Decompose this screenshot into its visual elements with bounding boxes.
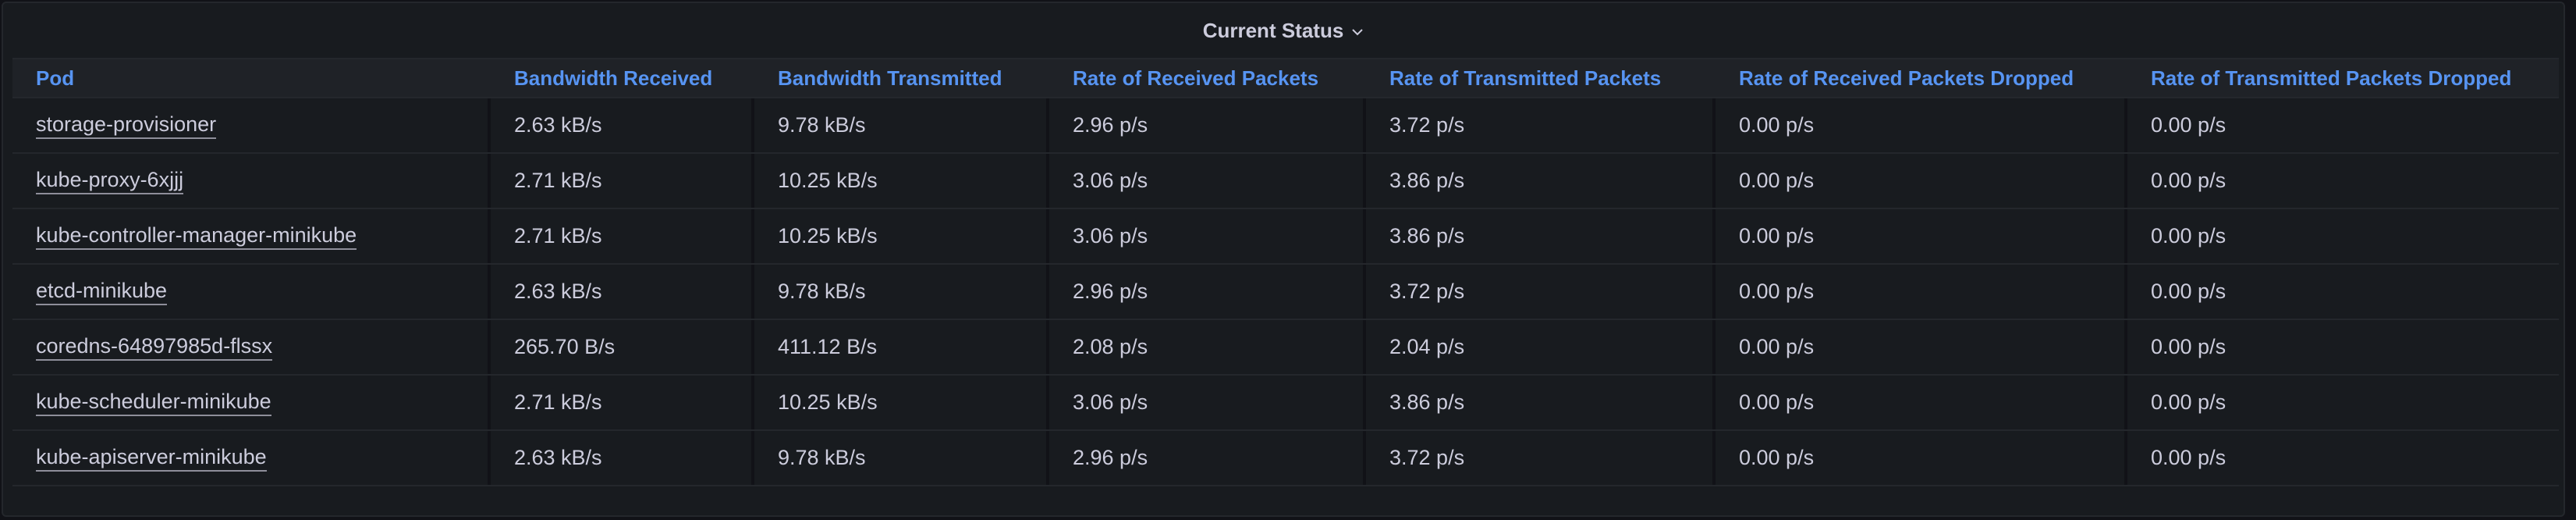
table-row: storage-provisioner 2.63 kB/s 9.78 kB/s … <box>12 98 2559 154</box>
rate-received-dropped-cell: 0.00 p/s <box>1716 431 2127 485</box>
rate-received-packets-cell: 2.08 p/s <box>1049 320 1366 374</box>
pod-link[interactable]: kube-proxy-6xjjj <box>36 168 184 194</box>
panel-header[interactable]: Current Status <box>3 3 2564 58</box>
rate-transmitted-packets-cell: 2.04 p/s <box>1366 320 1716 374</box>
rate-transmitted-dropped-cell: 0.00 p/s <box>2151 169 2227 192</box>
pod-link[interactable]: kube-apiserver-minikube <box>36 445 267 472</box>
rate-transmitted-dropped-cell: 0.00 p/s <box>2151 224 2227 248</box>
rate-received-dropped-cell: 0.00 p/s <box>1716 98 2127 152</box>
pod-link[interactable]: storage-provisioner <box>36 112 217 139</box>
pod-link[interactable]: etcd-minikube <box>36 279 168 305</box>
bandwidth-received-cell: 2.71 kB/s <box>491 209 754 263</box>
rate-transmitted-packets-cell: 3.72 p/s <box>1366 265 1716 319</box>
pod-cell: storage-provisioner <box>12 98 491 152</box>
column-header-rate-transmitted-dropped[interactable]: Rate of Transmitted Packets Dropped <box>2151 66 2512 90</box>
pod-cell: coredns-64897985d-flssx <box>12 320 491 374</box>
rate-transmitted-dropped-cell: 0.00 p/s <box>2151 280 2227 303</box>
table-row: kube-scheduler-minikube 2.71 kB/s 10.25 … <box>12 376 2559 431</box>
pod-cell: kube-apiserver-minikube <box>12 431 491 485</box>
pod-link[interactable]: coredns-64897985d-flssx <box>36 334 273 361</box>
rate-transmitted-dropped-cell: 0.00 p/s <box>2151 390 2227 414</box>
rate-received-dropped-cell: 0.00 p/s <box>1716 376 2127 429</box>
column-header-rate-received-packets[interactable]: Rate of Received Packets <box>1073 66 1319 90</box>
bandwidth-transmitted-cell: 9.78 kB/s <box>754 98 1049 152</box>
bandwidth-received-cell: 2.71 kB/s <box>491 154 754 208</box>
panel-title[interactable]: Current Status <box>1202 18 1344 42</box>
rate-received-dropped-cell: 0.00 p/s <box>1716 265 2127 319</box>
rate-received-packets-cell: 3.06 p/s <box>1049 154 1366 208</box>
rate-received-dropped-cell: 0.00 p/s <box>1716 209 2127 263</box>
column-header-pod[interactable]: Pod <box>36 66 75 90</box>
table-row: kube-proxy-6xjjj 2.71 kB/s 10.25 kB/s 3.… <box>12 154 2559 209</box>
column-header-bandwidth-received[interactable]: Bandwidth Received <box>514 66 713 90</box>
table-header-row: Pod Bandwidth Received Bandwidth Transmi… <box>12 58 2559 98</box>
bandwidth-transmitted-cell: 10.25 kB/s <box>754 154 1049 208</box>
rate-received-packets-cell: 2.96 p/s <box>1049 431 1366 485</box>
bandwidth-transmitted-cell: 9.78 kB/s <box>754 431 1049 485</box>
pod-link[interactable]: kube-controller-manager-minikube <box>36 223 357 250</box>
rate-transmitted-packets-cell: 3.72 p/s <box>1366 98 1716 152</box>
bandwidth-received-cell: 2.63 kB/s <box>491 431 754 485</box>
rate-transmitted-packets-cell: 3.86 p/s <box>1366 154 1716 208</box>
bandwidth-received-cell: 2.63 kB/s <box>491 265 754 319</box>
table-row: kube-controller-manager-minikube 2.71 kB… <box>12 209 2559 265</box>
column-header-bandwidth-transmitted[interactable]: Bandwidth Transmitted <box>778 66 1002 90</box>
column-header-rate-received-dropped[interactable]: Rate of Received Packets Dropped <box>1739 66 2074 90</box>
rate-received-packets-cell: 3.06 p/s <box>1049 376 1366 429</box>
pod-cell: kube-proxy-6xjjj <box>12 154 491 208</box>
bandwidth-transmitted-cell: 10.25 kB/s <box>754 376 1049 429</box>
table-row: kube-apiserver-minikube 2.63 kB/s 9.78 k… <box>12 431 2559 486</box>
rate-transmitted-packets-cell: 3.86 p/s <box>1366 376 1716 429</box>
table-row: coredns-64897985d-flssx 265.70 B/s 411.1… <box>12 320 2559 376</box>
rate-transmitted-dropped-cell: 0.00 p/s <box>2151 335 2227 358</box>
bandwidth-received-cell: 2.63 kB/s <box>491 98 754 152</box>
pod-status-table: Pod Bandwidth Received Bandwidth Transmi… <box>12 58 2559 486</box>
rate-received-dropped-cell: 0.00 p/s <box>1716 320 2127 374</box>
pod-cell: kube-controller-manager-minikube <box>12 209 491 263</box>
rate-received-packets-cell: 2.96 p/s <box>1049 265 1366 319</box>
pod-cell: kube-scheduler-minikube <box>12 376 491 429</box>
bandwidth-transmitted-cell: 411.12 B/s <box>754 320 1049 374</box>
pod-cell: etcd-minikube <box>12 265 491 319</box>
pod-link[interactable]: kube-scheduler-minikube <box>36 390 271 416</box>
rate-transmitted-dropped-cell: 0.00 p/s <box>2151 446 2227 469</box>
rate-transmitted-packets-cell: 3.86 p/s <box>1366 209 1716 263</box>
rate-received-dropped-cell: 0.00 p/s <box>1716 154 2127 208</box>
table-row: etcd-minikube 2.63 kB/s 9.78 kB/s 2.96 p… <box>12 265 2559 320</box>
bandwidth-transmitted-cell: 9.78 kB/s <box>754 265 1049 319</box>
rate-transmitted-dropped-cell: 0.00 p/s <box>2151 113 2227 137</box>
column-header-rate-transmitted-packets[interactable]: Rate of Transmitted Packets <box>1389 66 1662 90</box>
bandwidth-received-cell: 2.71 kB/s <box>491 376 754 429</box>
bandwidth-received-cell: 265.70 B/s <box>491 320 754 374</box>
rate-transmitted-packets-cell: 3.72 p/s <box>1366 431 1716 485</box>
chevron-down-icon[interactable] <box>1351 28 1364 36</box>
bandwidth-transmitted-cell: 10.25 kB/s <box>754 209 1049 263</box>
rate-received-packets-cell: 2.96 p/s <box>1049 98 1366 152</box>
rate-received-packets-cell: 3.06 p/s <box>1049 209 1366 263</box>
